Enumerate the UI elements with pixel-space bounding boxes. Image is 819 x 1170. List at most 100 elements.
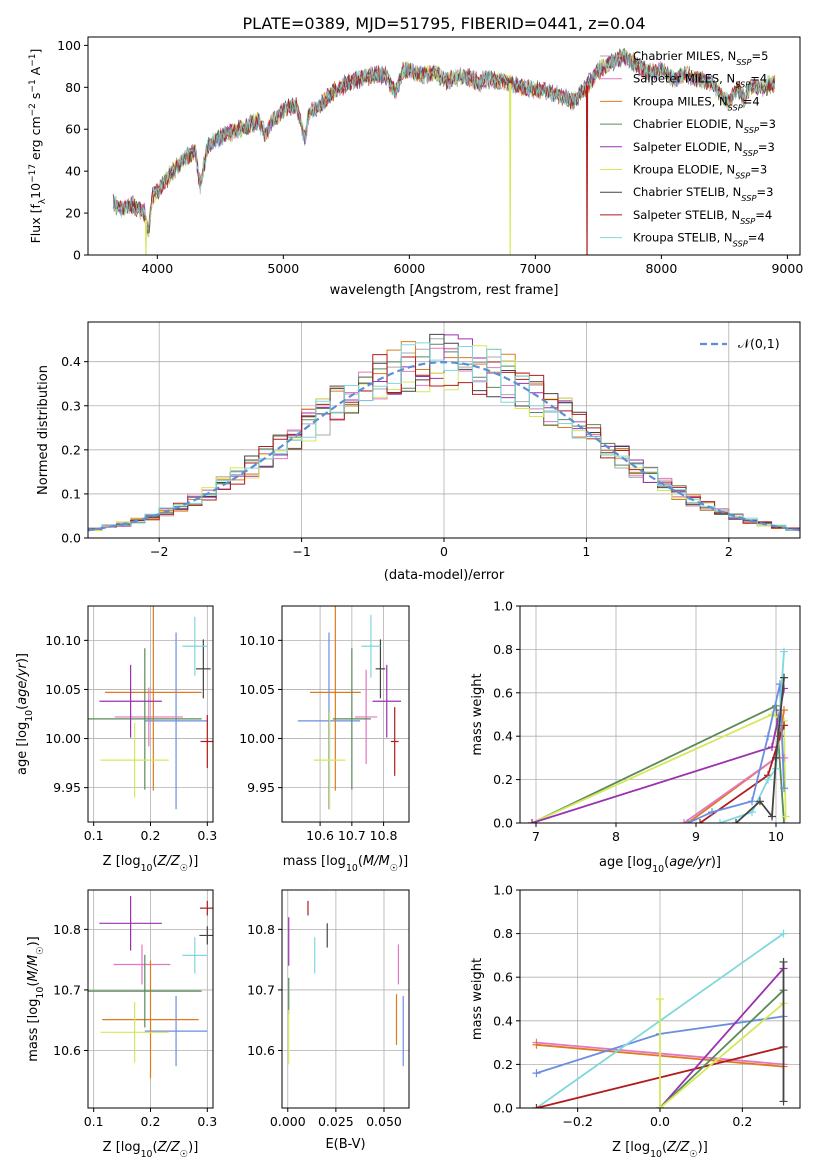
y-axis-label: Normed distribution [36, 365, 51, 495]
plot-area [528, 647, 790, 823]
label-part: ( [15, 705, 30, 710]
series-marker [656, 1104, 664, 1108]
legend-label: Kroupa STELIB, NSSP=4 [633, 231, 765, 249]
label-part: λ [38, 198, 48, 204]
x-tick-label: 10.8 [370, 828, 398, 843]
x-tick-label: −0.2 [562, 1114, 592, 1129]
y-tick-label: 0.8 [493, 926, 513, 941]
x-tick-label: 7000 [519, 261, 551, 276]
x-axis-label: mass [log10(M/M☉)] [283, 854, 409, 874]
label-part: 10 [28, 183, 43, 199]
y-tick-label: 0.3 [61, 398, 81, 413]
y-tick-label: 20 [65, 206, 81, 221]
age-mass-panel: 10.6 10.7 10.8 9.95 10.00 10.05 10.10 mass [log… [239, 605, 410, 874]
series-line [659, 967, 785, 1108]
label-part: Kroupa STELIB, N [633, 231, 733, 245]
series-marker [764, 732, 772, 741]
series-marker [780, 784, 788, 793]
label-part: =5 [751, 49, 768, 63]
label-part: Z [log [612, 1140, 650, 1155]
label-part: Z/Z [157, 854, 181, 869]
label-part: )] [711, 855, 721, 870]
label-part: s [28, 93, 43, 104]
label-part: ☉ [35, 946, 46, 954]
label-part: SSP [736, 57, 751, 67]
label-part: =4 [750, 72, 767, 86]
x-tick-label: 0.025 [318, 1114, 354, 1129]
label-part: ] [28, 49, 43, 54]
spectrum-panel: 4000 5000 6000 7000 8000 9000 0 20 40 60 80 100 wave… [28, 36, 803, 298]
label-part: =4 [748, 231, 765, 245]
x-tick-label: 0.2 [141, 1114, 161, 1129]
label-part: ( [358, 854, 363, 869]
x-tick-label: 6000 [393, 261, 425, 276]
series-marker [764, 775, 772, 784]
x-tick-label: 10.7 [338, 828, 366, 843]
y-tick-label: 9.95 [53, 780, 81, 795]
x-tick-label: 2 [725, 544, 733, 559]
x-tick-label: 0.1 [84, 828, 104, 843]
errorbar-point [99, 664, 162, 738]
errorbar-point [105, 606, 202, 791]
series-marker [780, 647, 788, 656]
x-tick-label: 5000 [267, 261, 299, 276]
series-marker [680, 819, 688, 823]
y-tick-label: 10.6 [247, 1043, 275, 1058]
series-marker [779, 929, 788, 938]
errorbar-point [100, 1002, 169, 1063]
label-part: =3 [758, 140, 775, 154]
mass-z-panel: 0.1 0.2 0.310.610.710.8Z [log10(Z/Z☉)]mass… [26, 889, 217, 1160]
x-tick-label: 4000 [141, 261, 173, 276]
label-part: SSP [744, 125, 759, 135]
label-part: SSP [735, 171, 750, 181]
label-part: ☉ [180, 1149, 188, 1160]
y-tick-label: 100 [57, 38, 81, 53]
label-part: ( [153, 854, 158, 869]
legend-label: Salpeter ELODIE, NSSP=3 [633, 140, 775, 158]
series-marker [716, 819, 724, 823]
massweight-age-panel: 7 8 9 10 0.0 0.2 0.4 0.6 0.8 1.0 mass weight age [l… [470, 599, 801, 875]
x-axis-label: Z [log10(Z/Z☉)] [103, 1140, 199, 1160]
label-part: Z/Z [666, 1140, 690, 1155]
label-part: age [log [599, 855, 652, 870]
y-tick-label: 0.0 [61, 531, 81, 546]
errorbar-point [390, 707, 399, 776]
label-part: Kroupa ELODIE, N [633, 163, 735, 177]
y-tick-label: 10.8 [53, 922, 81, 937]
label-part: Chabrier ELODIE, N [633, 117, 744, 131]
series-marker [732, 819, 740, 823]
errorbar-point [144, 995, 208, 1067]
label-part: Z [log [103, 1140, 141, 1155]
label-part: =3 [750, 163, 767, 177]
x-tick-label: 9000 [771, 261, 803, 276]
series-marker [532, 1104, 541, 1108]
y-axis-label: Flux [fλ10−17 erg cm−2 s−1 A−1] [28, 49, 48, 244]
series-marker [772, 753, 780, 762]
x-tick-label: 0.0 [650, 1114, 670, 1129]
label-part: SSP [728, 102, 743, 112]
label-part: 10 [35, 987, 46, 999]
legend-label: Salpeter STELIB, NSSP=4 [633, 208, 772, 226]
normal-curve [88, 360, 800, 532]
label-part: 10 [650, 1149, 662, 1160]
errorbar-point [313, 711, 346, 810]
errorbar-point [144, 632, 208, 810]
label-part: )] [188, 1140, 198, 1155]
series-marker [780, 753, 788, 762]
label-part: Salpeter MILES, N [633, 72, 735, 86]
y-tick-label: 0.8 [493, 642, 513, 657]
y-tick-label: 10.00 [45, 731, 81, 746]
label-part: Chabrier MILES, N [633, 49, 736, 63]
plot-area [297, 606, 402, 810]
spectrum-dropout [585, 85, 589, 255]
label-part: )] [15, 653, 30, 663]
label-part: ☉ [689, 1149, 697, 1160]
errorbar-point [200, 714, 213, 768]
label-part: −1 [28, 79, 38, 92]
axes-frame [281, 605, 410, 823]
label-part: Z [log [103, 854, 141, 869]
errorbar-point [297, 632, 361, 810]
series-marker [748, 797, 756, 806]
y-tick-label: 10.6 [53, 1043, 81, 1058]
